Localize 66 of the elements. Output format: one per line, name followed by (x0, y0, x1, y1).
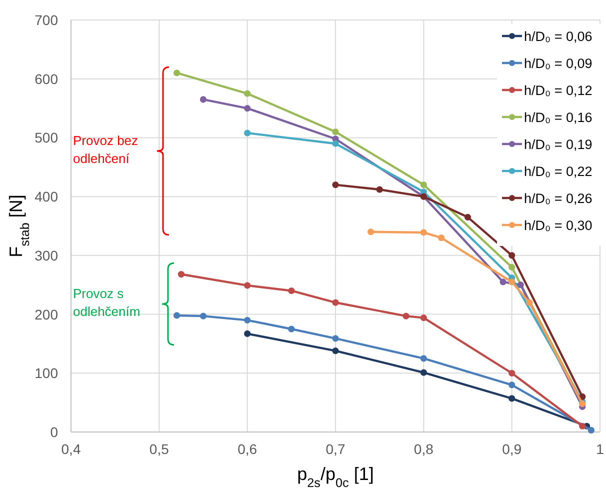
point (588, 426, 594, 434)
legend-label: h/D₀ = 0,09 (524, 56, 592, 71)
point (508, 382, 516, 388)
point (420, 355, 427, 362)
y-tick-label: 700 (34, 12, 58, 28)
point (508, 278, 516, 286)
point (526, 299, 533, 306)
x-tick-label: 1 (596, 441, 604, 457)
point (244, 130, 251, 136)
y-tick-label: 200 (34, 306, 58, 322)
point (517, 282, 524, 288)
point (508, 252, 516, 259)
legend-label: h/D₀ = 0,12 (524, 83, 592, 98)
point (464, 214, 472, 220)
point (508, 395, 516, 402)
legend-label: h/D₀ = 0,06 (524, 29, 592, 44)
point (508, 370, 516, 376)
x-tick-label: 0,8 (414, 441, 434, 457)
point (244, 330, 251, 338)
annotation: Provoz bez odlehčení (73, 132, 138, 166)
point (178, 270, 185, 278)
x-tick-label: 0,7 (326, 441, 346, 457)
point (367, 228, 374, 236)
point (244, 282, 251, 289)
y-tick-label: 0 (50, 424, 58, 440)
y-tick-label: 600 (34, 70, 58, 87)
legend-label: h/D₀ = 0,22 (524, 164, 592, 179)
point (579, 422, 586, 430)
x-axis-title: p$_{2s}$/p$_{0c}$ [1] (297, 464, 374, 488)
point (332, 299, 339, 306)
point (200, 312, 207, 320)
point (420, 182, 427, 188)
y-tick-label: 500 (34, 130, 58, 146)
y-tick-label: 100 (34, 365, 58, 382)
annotation: Provoz s odlehčením (73, 286, 140, 319)
point (244, 104, 251, 112)
point (288, 326, 295, 332)
point (244, 316, 251, 324)
point (420, 369, 427, 376)
point (332, 347, 339, 354)
point (500, 278, 506, 286)
x-tick-label: 0,9 (502, 441, 522, 457)
legend-label: h/D₀ = 0,19 (524, 137, 592, 152)
point (288, 287, 295, 294)
legend-label: h/D₀ = 0,16 (524, 110, 592, 125)
x-tick-label: 0,6 (238, 441, 258, 457)
x-tick-label: 0,4 (61, 441, 81, 457)
point (244, 90, 251, 97)
y-tick-label: 400 (34, 188, 58, 205)
point (420, 314, 427, 322)
x-tick-label: 0,5 (149, 441, 170, 457)
legend-label: h/D₀ = 0,30 (524, 218, 592, 233)
legend-label: h/D₀ = 0,26 (524, 191, 592, 206)
point (174, 312, 180, 319)
point (332, 128, 339, 136)
y-tick-label: 300 (34, 247, 58, 264)
point (420, 229, 427, 236)
point (332, 140, 339, 147)
point (174, 70, 180, 76)
point (402, 312, 410, 320)
point (200, 96, 207, 103)
point (332, 182, 339, 188)
point (508, 264, 516, 270)
point (376, 186, 383, 193)
point (332, 335, 339, 342)
point (438, 234, 445, 242)
